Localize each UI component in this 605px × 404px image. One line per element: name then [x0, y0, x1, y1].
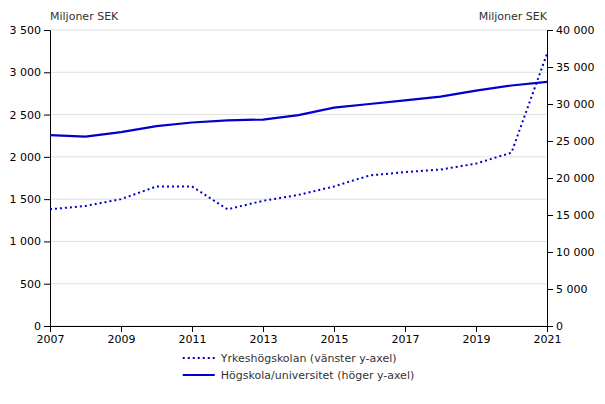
- tick: 30 000: [547, 98, 595, 111]
- tick-mark: [547, 67, 553, 68]
- tick-label: 5 000: [556, 283, 588, 296]
- tick-mark: [263, 326, 264, 332]
- tick-label: 1 000: [10, 235, 42, 248]
- tick-label: 2 000: [10, 151, 42, 164]
- tick-mark: [547, 30, 553, 31]
- tick: 2019: [463, 326, 491, 346]
- y2-axis: 0 5 000 10 000 15 000 20 000 25 000 30 000 35 0…: [547, 24, 595, 333]
- tick: 2 500: [10, 109, 51, 122]
- axis-line: [548, 31, 554, 327]
- tick-label: 3 500: [10, 24, 42, 37]
- tick: 0: [547, 320, 563, 333]
- tick-mark: [121, 326, 122, 332]
- grid-line: [50, 30, 547, 31]
- tick: 2017: [392, 326, 420, 346]
- tick-mark: [44, 157, 50, 158]
- tick-label: 500: [20, 278, 41, 291]
- legend: Yrkeshögskolan (vänster y-axel) Högskola/…: [183, 352, 414, 382]
- tick: 2015: [321, 326, 349, 346]
- tick-label: 2007: [37, 333, 65, 346]
- tick-label: 25 000: [556, 135, 595, 148]
- tick-mark: [476, 326, 477, 332]
- tick-mark: [44, 284, 50, 285]
- tick: 3 000: [10, 66, 51, 79]
- tick-label: 2 500: [10, 109, 42, 122]
- legend-label: Högskola/universitet (höger y-axel): [221, 369, 414, 382]
- tick-mark: [44, 199, 50, 200]
- tick-label: 30 000: [556, 98, 595, 111]
- tick-mark: [547, 289, 553, 290]
- tick-mark: [547, 178, 553, 179]
- line: [50, 82, 547, 137]
- tick-label: 35 000: [556, 61, 595, 74]
- tick: 10 000: [547, 246, 595, 259]
- tick-label: 2011: [179, 333, 207, 346]
- tick-mark: [547, 141, 553, 142]
- grid-line: [50, 241, 547, 242]
- tick: 20 000: [547, 172, 595, 185]
- tick-label: 20 000: [556, 172, 595, 185]
- plot: 2007200920112013201520172019202105001 00…: [10, 24, 595, 346]
- tick-mark: [44, 241, 50, 242]
- tick: 500: [20, 278, 50, 291]
- legend-item: Högskola/universitet (höger y-axel): [183, 369, 414, 382]
- tick-mark: [44, 326, 50, 327]
- tick-label: 2009: [108, 333, 136, 346]
- tick-label: 2015: [321, 333, 349, 346]
- tick: 15 000: [547, 209, 595, 222]
- tick: 3 500: [10, 24, 51, 37]
- tick-label: 2021: [534, 333, 562, 346]
- tick: 2013: [250, 326, 278, 346]
- tick-label: 1 500: [10, 193, 42, 206]
- tick-label: 0: [556, 320, 563, 333]
- legend-swatch: [183, 374, 215, 376]
- tick-mark: [44, 72, 50, 73]
- y2-axis-label: Miljoner SEK: [479, 10, 548, 23]
- tick-mark: [547, 326, 553, 327]
- line: [50, 54, 547, 210]
- tick: 25 000: [547, 135, 595, 148]
- grid: [50, 30, 547, 326]
- tick-mark: [547, 215, 553, 216]
- legend-label: Yrkeshögskolan (vänster y-axel): [220, 352, 397, 365]
- tick-label: 3 000: [10, 66, 42, 79]
- tick: 1 500: [10, 193, 51, 206]
- tick: 1 000: [10, 235, 51, 248]
- tick: 2011: [179, 326, 207, 346]
- tick-label: 2019: [463, 333, 491, 346]
- axis-line: [44, 31, 51, 327]
- axis-line: [51, 327, 548, 333]
- tick: 2 000: [10, 151, 51, 164]
- tick-label: 40 000: [556, 24, 595, 37]
- chart: 2007200920112013201520172019202105001 00…: [0, 0, 605, 404]
- tick-label: 10 000: [556, 246, 595, 259]
- lines: [50, 54, 547, 210]
- tick-label: 0: [34, 320, 41, 333]
- x-axis: 2007 2009 2011 2013 2015 2017 2019 2021: [37, 326, 562, 346]
- tick: 2009: [108, 326, 136, 346]
- tick-mark: [334, 326, 335, 332]
- tick-mark: [547, 252, 553, 253]
- tick: 5 000: [547, 283, 588, 296]
- legend-swatch: [183, 357, 215, 359]
- grid-line: [50, 72, 547, 73]
- tick-mark: [547, 104, 553, 105]
- tick-mark: [192, 326, 193, 332]
- legend-item: Yrkeshögskolan (vänster y-axel): [183, 352, 397, 365]
- tick: 35 000: [547, 61, 595, 74]
- y-axis-label: Miljoner SEK: [50, 10, 119, 23]
- tick-mark: [44, 30, 50, 31]
- tick: 0: [34, 320, 50, 333]
- tick: 40 000: [547, 24, 595, 37]
- tick-mark: [44, 115, 50, 116]
- grid-line: [50, 156, 547, 157]
- tick-label: 2017: [392, 333, 420, 346]
- tick-label: 15 000: [556, 209, 595, 222]
- tick-mark: [405, 326, 406, 332]
- tick-label: 2013: [250, 333, 278, 346]
- grid-line: [50, 283, 547, 284]
- y-axis: 0 500 1 000 1 500 2 000 2 500 3 000 3 500: [10, 24, 51, 333]
